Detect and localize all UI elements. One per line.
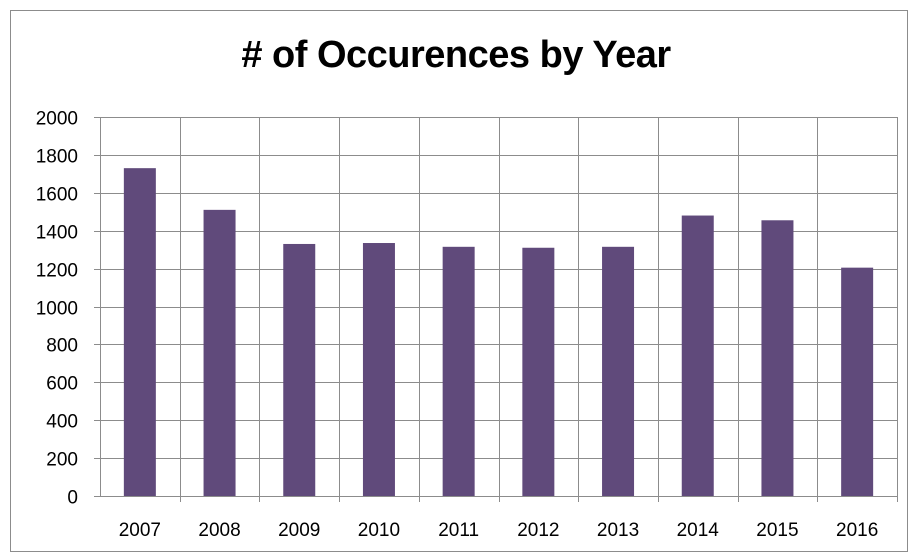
- x-tick-label: 2014: [677, 520, 720, 541]
- y-tick-label: 1000: [36, 299, 78, 320]
- bar: [362, 243, 395, 496]
- x-tick-label: 2010: [358, 520, 400, 541]
- y-tick-label: 800: [46, 336, 78, 357]
- y-tick-label: 200: [46, 450, 78, 471]
- y-tick-label: 1400: [36, 223, 78, 244]
- bar: [203, 209, 236, 497]
- x-tick-label: 2008: [198, 520, 240, 541]
- bar: [602, 246, 635, 496]
- y-tick-label: 1200: [36, 261, 78, 282]
- x-tick-label: 2013: [597, 520, 639, 541]
- chart-title: # of Occurences by Year: [241, 34, 671, 76]
- x-tick-label: 2015: [756, 520, 798, 541]
- bar: [522, 247, 555, 496]
- x-tick-label: 2012: [517, 520, 559, 541]
- y-tick-label: 1800: [36, 147, 78, 168]
- y-tick-label: 600: [46, 374, 78, 395]
- bar: [442, 246, 475, 496]
- bar: [283, 243, 316, 496]
- bar: [841, 267, 874, 496]
- bar: [761, 220, 794, 496]
- x-tick-label: 2011: [438, 520, 479, 541]
- x-tick-label: 2007: [119, 520, 161, 541]
- bar: [681, 215, 714, 497]
- bar: [123, 168, 156, 497]
- x-tick-label: 2009: [278, 520, 320, 541]
- y-tick-label: 2000: [36, 109, 78, 130]
- x-tick-label: 2016: [836, 520, 878, 541]
- y-tick-label: 0: [67, 488, 78, 509]
- y-tick-label: 1600: [36, 185, 78, 206]
- y-tick-label: 400: [46, 412, 78, 433]
